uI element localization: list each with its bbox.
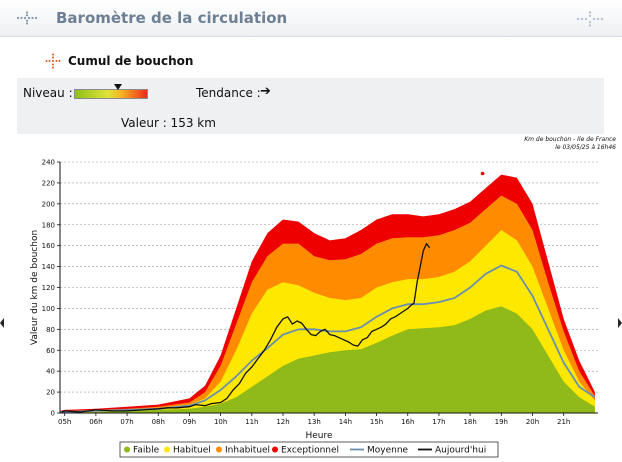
arrow-right-icon: ➔ — [260, 84, 271, 99]
y-tick-label: 100 — [42, 305, 55, 313]
niveau-gauge — [74, 89, 148, 99]
y-tick-label: 120 — [42, 284, 55, 292]
traffic-chart: 0 20 40 60 80 100 120 140 160 180 200 220 240 05h 06h 0… — [30, 159, 598, 458]
prev-arrow-icon[interactable] — [0, 318, 4, 328]
dotted-cross-icon — [576, 11, 604, 27]
x-tick-label: 14h — [339, 418, 352, 426]
y-axis-title: Valeur du km de bouchon — [30, 230, 40, 345]
y-tick-label: 20 — [46, 389, 55, 397]
x-tick-label: 16h — [401, 418, 414, 426]
legend-box — [119, 441, 499, 458]
series-line-aujourdhui — [61, 242, 431, 413]
y-tick-label: 180 — [42, 221, 55, 229]
y-tick-label: 220 — [42, 179, 55, 187]
dotted-cross-icon — [45, 53, 61, 69]
legend-swatch-faible — [124, 446, 130, 453]
legend-label: Faible — [133, 446, 160, 456]
x-tick-label: 11h — [245, 418, 258, 426]
status-panel — [17, 78, 604, 134]
x-tick-label: 21h — [557, 418, 570, 426]
legend-label: Moyenne — [367, 446, 409, 456]
y-tick-label: 240 — [42, 159, 55, 167]
chart-note: Km de bouchon - Ile de France le 03/05/2… — [440, 136, 616, 152]
x-tick-label: 20h — [526, 418, 539, 426]
x-tick-label: 12h — [276, 418, 289, 426]
band-faible — [60, 306, 595, 413]
x-tick-label: 17h — [432, 418, 445, 426]
legend-label: Aujourd'hui — [435, 446, 486, 456]
x-tick-label: 19h — [495, 418, 508, 426]
x-tick-label: 15h — [370, 418, 383, 426]
legend-swatch-habituel — [164, 446, 170, 453]
dotted-cross-icon — [16, 11, 38, 25]
x-tick-label: 06h — [89, 418, 102, 426]
chart-note-line: le 03/05/25 à 16h46 — [555, 144, 616, 151]
y-tick-label: 60 — [46, 347, 55, 355]
x-axis-title: Heure — [305, 431, 333, 441]
legend-label: Inhabituel — [225, 446, 270, 456]
x-tick-label: 13h — [308, 418, 321, 426]
page-title: Baromètre de la circulation — [56, 9, 288, 27]
outlier-point — [480, 171, 485, 176]
tendance-label: Tendance : — [196, 86, 261, 100]
x-tick-label: 07h — [120, 418, 133, 426]
x-tick-label: 08h — [152, 418, 165, 426]
y-tick-label: 160 — [42, 242, 55, 250]
x-tick-label: 10h — [214, 418, 227, 426]
y-tick-label: 140 — [42, 263, 55, 271]
y-tick-label: 0 — [51, 410, 55, 418]
legend-swatch-inhabituel — [216, 446, 222, 453]
x-tick-label: 18h — [463, 418, 476, 426]
niveau-label: Niveau : — [23, 86, 73, 100]
legend-swatch-exceptionnel — [272, 446, 278, 453]
x-tick-label: 05h — [58, 418, 71, 426]
section-title: Cumul de bouchon — [68, 54, 194, 68]
series-line-moyenne — [60, 264, 596, 413]
niveau-marker-icon — [114, 84, 123, 90]
x-tick-label: 09h — [183, 418, 196, 426]
y-tick-label: 80 — [46, 326, 55, 334]
legend-label: Habituel — [173, 446, 211, 456]
next-arrow-icon[interactable] — [618, 318, 622, 328]
chart-note-line: Km de bouchon - Ile de France — [524, 136, 616, 143]
legend-label: Exceptionnel — [281, 446, 339, 456]
y-tick-label: 40 — [46, 368, 55, 376]
y-tick-label: 200 — [42, 200, 55, 208]
valeur-text: Valeur : 153 km — [121, 116, 216, 130]
header-bar: Baromètre de la circulation — [0, 0, 622, 37]
